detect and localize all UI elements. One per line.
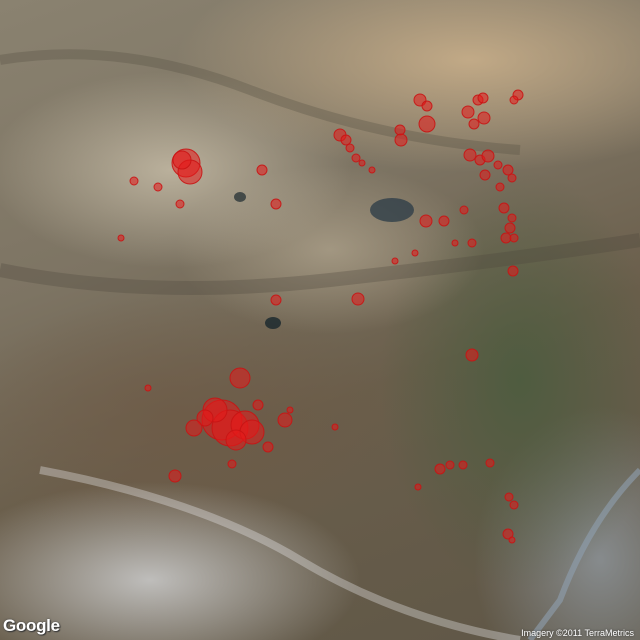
- earthquake-marker[interactable]: [391, 257, 399, 265]
- earthquake-marker[interactable]: [463, 148, 477, 162]
- earthquake-marker[interactable]: [498, 202, 510, 214]
- mountain-ridge: [0, 233, 640, 295]
- earthquake-marker[interactable]: [331, 423, 339, 431]
- earthquake-marker[interactable]: [504, 492, 514, 502]
- earthquake-marker[interactable]: [507, 213, 517, 223]
- earthquake-marker[interactable]: [153, 182, 163, 192]
- earthquake-marker[interactable]: [229, 367, 251, 389]
- earthquake-marker[interactable]: [175, 199, 185, 209]
- earthquake-marker[interactable]: [507, 265, 519, 277]
- earthquake-marker[interactable]: [256, 164, 268, 176]
- earthquake-marker[interactable]: [461, 105, 475, 119]
- earthquake-marker[interactable]: [451, 239, 459, 247]
- earthquake-marker[interactable]: [270, 198, 282, 210]
- earthquake-marker[interactable]: [468, 118, 480, 130]
- earthquake-marker[interactable]: [507, 173, 517, 183]
- earthquake-marker[interactable]: [172, 150, 192, 170]
- earthquake-marker[interactable]: [394, 124, 406, 136]
- earthquake-marker[interactable]: [394, 133, 408, 147]
- earthquake-marker[interactable]: [277, 412, 293, 428]
- earthquake-marker[interactable]: [129, 176, 139, 186]
- lake: [265, 317, 281, 329]
- earthquake-marker[interactable]: [509, 500, 519, 510]
- imagery-attribution: Imagery ©2011 TerraMetrics: [521, 628, 634, 638]
- earthquake-marker[interactable]: [286, 406, 294, 414]
- earthquake-marker[interactable]: [477, 111, 491, 125]
- earthquake-marker[interactable]: [502, 528, 514, 540]
- earthquake-marker[interactable]: [485, 458, 495, 468]
- earthquake-marker[interactable]: [225, 429, 247, 451]
- earthquake-marker[interactable]: [438, 215, 450, 227]
- earthquake-marker[interactable]: [419, 214, 433, 228]
- earthquake-marker[interactable]: [508, 536, 516, 544]
- earthquake-marker[interactable]: [414, 483, 422, 491]
- lake: [370, 198, 414, 222]
- earthquake-marker[interactable]: [196, 409, 214, 427]
- mountain-ridge: [0, 49, 521, 155]
- earthquake-marker[interactable]: [351, 292, 365, 306]
- earthquake-marker[interactable]: [168, 469, 182, 483]
- earthquake-marker[interactable]: [368, 166, 376, 174]
- earthquake-marker[interactable]: [459, 205, 469, 215]
- earthquake-marker[interactable]: [421, 100, 433, 112]
- earthquake-marker[interactable]: [358, 159, 366, 167]
- earthquake-marker[interactable]: [493, 160, 503, 170]
- lake: [234, 192, 246, 202]
- earthquake-marker[interactable]: [411, 249, 419, 257]
- earthquake-marker[interactable]: [418, 115, 436, 133]
- earthquake-marker[interactable]: [117, 234, 125, 242]
- earthquake-marker[interactable]: [504, 222, 516, 234]
- earthquake-marker[interactable]: [270, 294, 282, 306]
- google-logo[interactable]: Google: [3, 616, 60, 635]
- earthquake-marker[interactable]: [481, 149, 495, 163]
- earthquake-marker[interactable]: [495, 182, 505, 192]
- earthquake-marker[interactable]: [477, 92, 489, 104]
- mountain-ridge: [39, 466, 521, 640]
- earthquake-marker[interactable]: [144, 384, 152, 392]
- earthquake-marker[interactable]: [227, 459, 237, 469]
- earthquake-marker[interactable]: [502, 164, 514, 176]
- earthquake-marker[interactable]: [252, 399, 264, 411]
- earthquake-marker[interactable]: [351, 153, 361, 163]
- earthquake-marker[interactable]: [467, 238, 477, 248]
- earthquake-marker[interactable]: [345, 143, 355, 153]
- earthquake-marker[interactable]: [509, 95, 519, 105]
- earthquake-marker[interactable]: [262, 441, 274, 453]
- earthquake-marker[interactable]: [509, 233, 519, 243]
- earthquake-marker[interactable]: [479, 169, 491, 181]
- earthquake-marker[interactable]: [434, 463, 446, 475]
- earthquake-marker[interactable]: [340, 134, 352, 146]
- earthquake-marker[interactable]: [465, 348, 479, 362]
- river: [527, 467, 640, 640]
- earthquake-marker[interactable]: [458, 460, 468, 470]
- earthquake-marker[interactable]: [445, 460, 455, 470]
- earthquake-marker[interactable]: [185, 419, 203, 437]
